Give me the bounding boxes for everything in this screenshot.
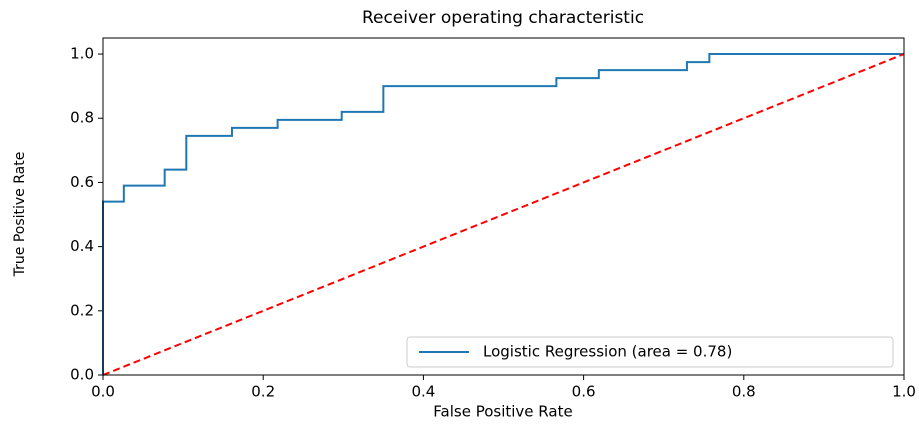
y-axis-label: True Positive Rate bbox=[12, 152, 28, 278]
y-tick-label: 0.6 bbox=[70, 173, 94, 191]
x-tick-label: 1.0 bbox=[892, 383, 916, 401]
x-tick-label: 0.6 bbox=[572, 383, 596, 401]
line bbox=[102, 53, 905, 376]
x-tick-label: 0.8 bbox=[732, 383, 756, 401]
y-tick-label: 0.0 bbox=[70, 366, 94, 384]
x-axis-label: False Positive Rate bbox=[433, 403, 572, 421]
y-tick-label: 0.2 bbox=[70, 301, 94, 319]
y-tick-label: 0.4 bbox=[70, 237, 94, 255]
y-tick-label: 0.8 bbox=[70, 109, 94, 127]
legend-label: Logistic Regression (area = 0.78) bbox=[483, 343, 732, 361]
line bbox=[102, 53, 904, 375]
legend-box bbox=[406, 336, 894, 368]
x-tick-label: 0.4 bbox=[411, 383, 435, 401]
x-tick-label: 0.2 bbox=[251, 383, 275, 401]
plot-frame bbox=[102, 37, 905, 376]
x-tick-label: 0.0 bbox=[91, 383, 115, 401]
y-tick-label: 1.0 bbox=[70, 45, 94, 63]
chart-title: Receiver operating characteristic bbox=[362, 8, 644, 28]
